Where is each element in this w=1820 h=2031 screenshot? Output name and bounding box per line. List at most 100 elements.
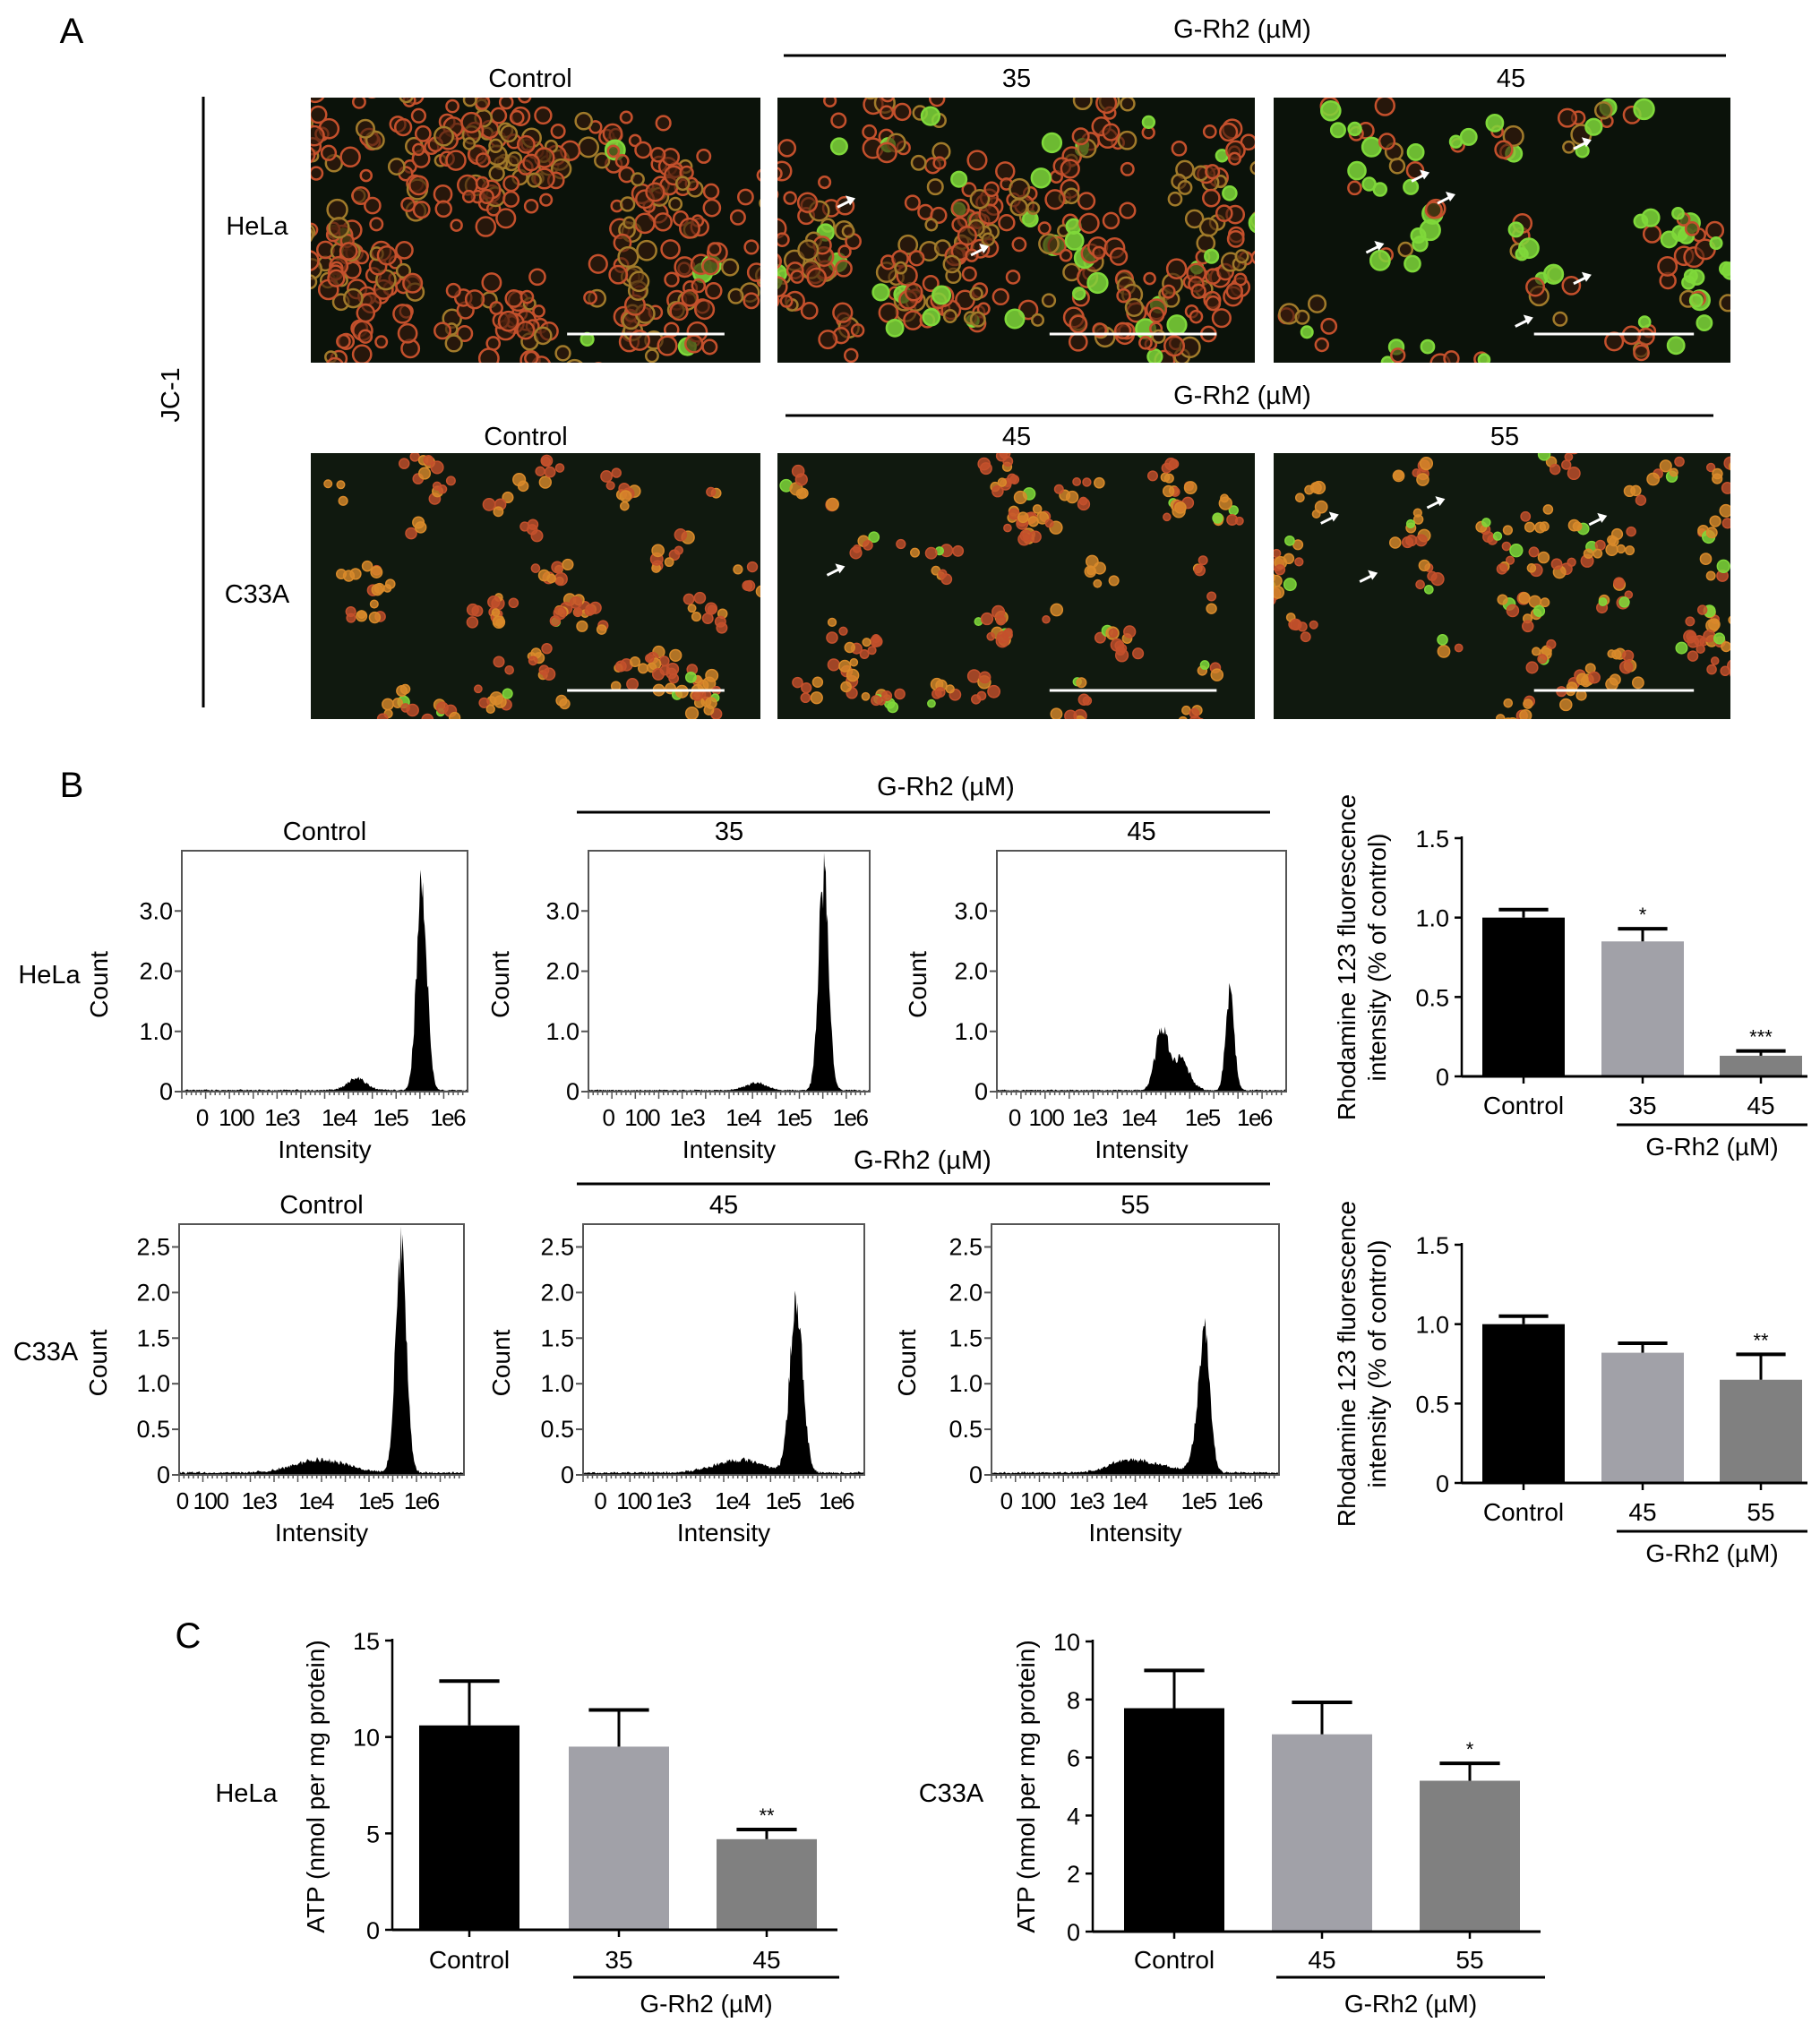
cells bbox=[1274, 453, 1730, 719]
cell bbox=[846, 668, 860, 682]
x-tick-label: 0 bbox=[602, 1104, 614, 1131]
cell bbox=[1226, 514, 1239, 527]
cell bbox=[649, 147, 666, 163]
cell bbox=[614, 660, 627, 673]
cell bbox=[800, 692, 811, 704]
category-label: 45 bbox=[752, 1946, 780, 1974]
cell bbox=[1716, 559, 1730, 573]
cell bbox=[445, 99, 460, 114]
cell bbox=[392, 698, 403, 709]
cell bbox=[1696, 604, 1708, 615]
y-tick-label: 0.5 bbox=[540, 1416, 574, 1443]
cell bbox=[576, 620, 588, 632]
cell bbox=[1031, 313, 1045, 327]
cell bbox=[970, 694, 982, 705]
cell bbox=[544, 466, 556, 478]
cell bbox=[1116, 287, 1131, 304]
y-tick-label: 15 bbox=[353, 1628, 380, 1655]
cell bbox=[942, 254, 962, 274]
category-label: 45 bbox=[1747, 1092, 1774, 1119]
cell bbox=[1171, 140, 1188, 157]
cell bbox=[706, 486, 717, 497]
cell bbox=[1390, 347, 1406, 363]
cell bbox=[729, 209, 746, 226]
arrow-icon bbox=[1573, 137, 1592, 150]
arrow-icon bbox=[1515, 314, 1533, 328]
cell bbox=[1074, 715, 1086, 719]
cell bbox=[437, 484, 448, 494]
cell bbox=[1189, 707, 1200, 719]
cell bbox=[1496, 563, 1508, 575]
arrow-icon bbox=[1359, 570, 1378, 583]
cell bbox=[1719, 261, 1730, 277]
y-tick-label: 0.5 bbox=[136, 1416, 170, 1443]
cell bbox=[1564, 453, 1574, 462]
cell bbox=[447, 723, 456, 732]
y-axis-label: Rhodamine 123 fluorescence bbox=[1333, 1201, 1361, 1527]
cell bbox=[445, 282, 461, 299]
cell bbox=[1076, 677, 1087, 689]
cell bbox=[1309, 620, 1318, 630]
arrow-head bbox=[846, 195, 856, 206]
cell bbox=[466, 616, 479, 629]
cells bbox=[1277, 98, 1730, 363]
arrow-icon bbox=[1573, 271, 1592, 286]
row-label-cell-line: C33A bbox=[225, 580, 290, 609]
y-tick-label: 1.0 bbox=[136, 1370, 170, 1397]
cell bbox=[1189, 309, 1204, 324]
cell bbox=[1624, 590, 1634, 599]
cell bbox=[588, 253, 608, 274]
cell bbox=[1674, 456, 1685, 467]
plot-frame bbox=[582, 1223, 865, 1476]
cell bbox=[502, 190, 520, 208]
category-label: Control bbox=[1483, 1498, 1564, 1526]
category-label: Control bbox=[429, 1946, 510, 1974]
cell bbox=[1728, 615, 1730, 624]
cell bbox=[509, 109, 525, 125]
cell bbox=[497, 310, 519, 332]
significance-marker: * bbox=[1639, 904, 1647, 926]
cell bbox=[684, 334, 704, 354]
y-tick-label: 3.0 bbox=[954, 897, 988, 924]
cell bbox=[1497, 594, 1508, 605]
y-tick-label: 5 bbox=[366, 1821, 380, 1847]
cell bbox=[1729, 670, 1730, 677]
cell bbox=[485, 704, 495, 715]
cell bbox=[1077, 497, 1091, 511]
cell bbox=[1222, 184, 1238, 201]
cell bbox=[562, 558, 574, 571]
cell bbox=[986, 631, 996, 641]
cell bbox=[720, 258, 740, 277]
cell bbox=[924, 218, 939, 232]
y-tick-label: 0 bbox=[974, 1078, 988, 1105]
cell bbox=[1684, 221, 1700, 236]
cell bbox=[1633, 98, 1655, 121]
y-axis-label: Count bbox=[486, 951, 514, 1018]
cell bbox=[1082, 696, 1093, 706]
cell bbox=[546, 573, 557, 584]
cell bbox=[1485, 114, 1505, 133]
cell bbox=[762, 256, 776, 270]
cell bbox=[777, 253, 778, 258]
group-label: G-Rh2 (µM) bbox=[1645, 1133, 1778, 1161]
cell bbox=[1038, 233, 1060, 255]
y-tick-label: 0 bbox=[366, 1917, 380, 1944]
histogram-title: Control bbox=[279, 1191, 364, 1220]
cell bbox=[763, 158, 775, 169]
cell bbox=[1141, 115, 1156, 130]
bar-chart-b-c33a: Control 45 ** 55 0 0.5 1.0 1.5 G-Rh2 (µM) Rhodami… bbox=[1333, 1201, 1807, 1567]
cell bbox=[1618, 660, 1634, 674]
cell bbox=[1077, 72, 1097, 91]
cell bbox=[626, 677, 640, 690]
x-tick-label: 1e3 bbox=[264, 1104, 300, 1131]
cell bbox=[952, 544, 965, 557]
cell bbox=[412, 201, 431, 219]
cell bbox=[1613, 577, 1626, 589]
y-tick-label: 0 bbox=[159, 1078, 173, 1105]
cell bbox=[1503, 698, 1514, 708]
cell bbox=[402, 272, 424, 294]
cell bbox=[434, 321, 451, 340]
cell bbox=[1361, 136, 1382, 158]
cell bbox=[877, 697, 886, 706]
cell bbox=[760, 257, 771, 269]
